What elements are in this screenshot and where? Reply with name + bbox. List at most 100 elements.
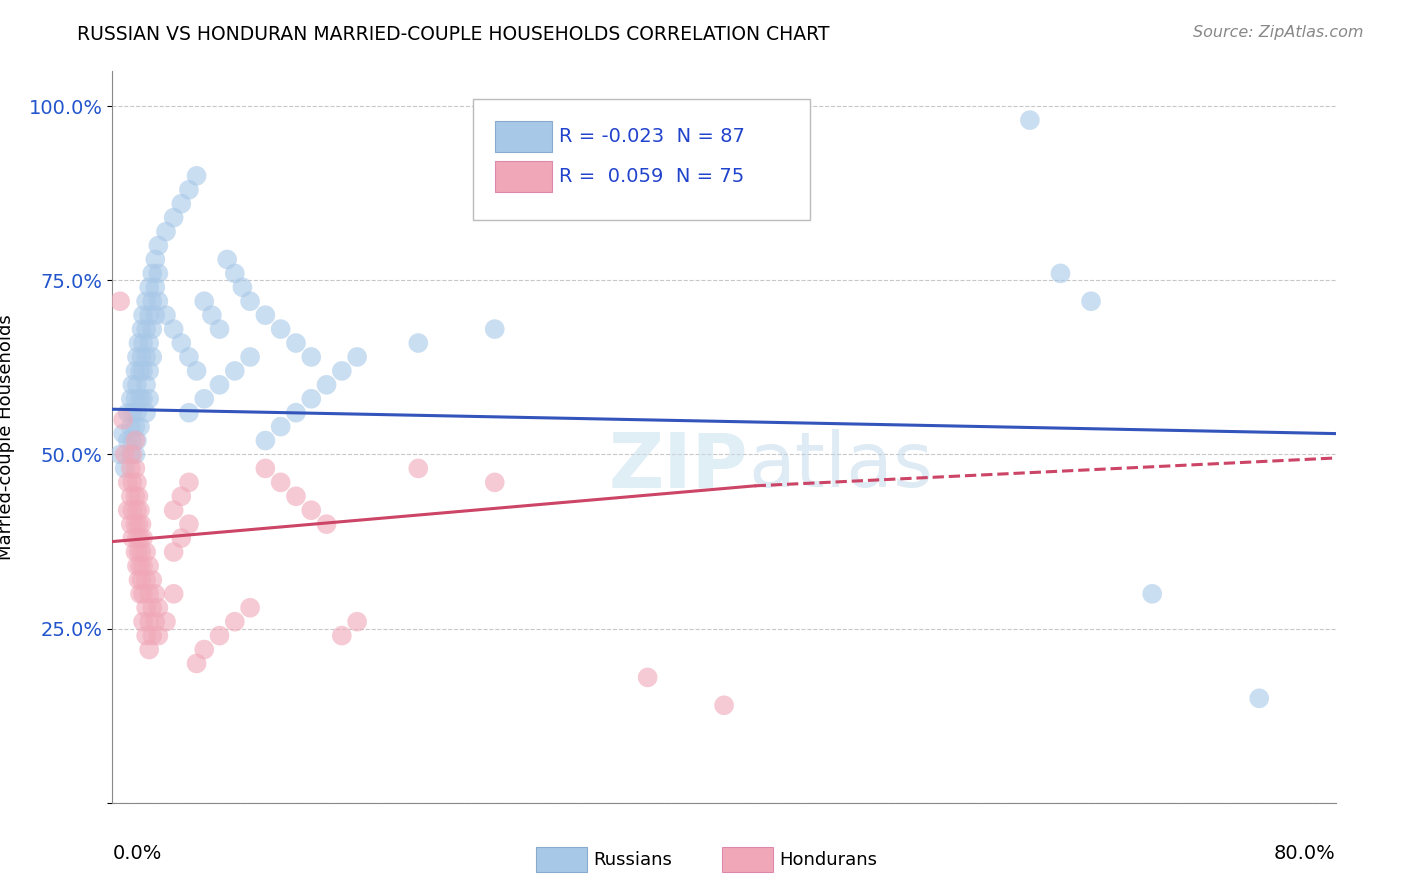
Point <box>138 364 160 378</box>
Point <box>125 503 148 517</box>
Point <box>129 558 152 573</box>
Point <box>138 615 160 629</box>
Text: atlas: atlas <box>748 429 934 503</box>
Point <box>270 475 292 490</box>
Point <box>120 489 142 503</box>
Point <box>135 573 157 587</box>
Point <box>129 419 152 434</box>
Point <box>129 392 152 406</box>
Point <box>132 615 155 629</box>
Point <box>125 558 148 573</box>
Point <box>125 531 148 545</box>
Point <box>132 308 155 322</box>
Point <box>112 426 135 441</box>
Point <box>408 336 430 351</box>
Point <box>141 573 163 587</box>
Text: 0.0%: 0.0% <box>112 845 162 863</box>
Point <box>132 364 155 378</box>
Point <box>239 350 262 364</box>
Point <box>155 225 177 239</box>
Point <box>163 587 186 601</box>
Point <box>193 392 215 406</box>
Point <box>121 434 143 448</box>
Point <box>1049 266 1071 280</box>
Point <box>131 322 153 336</box>
Point <box>186 169 208 183</box>
Point <box>141 600 163 615</box>
Point <box>117 475 139 490</box>
Point <box>124 489 146 503</box>
Point <box>120 392 142 406</box>
Point <box>127 336 149 351</box>
Point <box>124 434 146 448</box>
Point <box>163 211 186 225</box>
Point <box>117 503 139 517</box>
Point <box>132 392 155 406</box>
Point <box>120 461 142 475</box>
Point <box>124 392 146 406</box>
Point <box>120 448 142 462</box>
Point <box>330 629 353 643</box>
Point <box>138 642 160 657</box>
Point <box>148 266 170 280</box>
Point <box>120 419 142 434</box>
Point <box>163 545 186 559</box>
Point <box>135 600 157 615</box>
Point <box>254 434 277 448</box>
Point <box>124 448 146 462</box>
Point <box>299 392 322 406</box>
Text: 80.0%: 80.0% <box>1274 845 1336 863</box>
Point <box>138 308 160 322</box>
Point <box>125 475 148 490</box>
Point <box>170 196 193 211</box>
FancyBboxPatch shape <box>721 847 773 872</box>
Point <box>132 531 155 545</box>
Point <box>163 503 186 517</box>
Point <box>124 545 146 559</box>
Point <box>135 377 157 392</box>
FancyBboxPatch shape <box>536 847 588 872</box>
Point <box>170 489 193 503</box>
Point <box>186 657 208 671</box>
Point <box>148 238 170 252</box>
Point <box>170 336 193 351</box>
Point <box>114 448 136 462</box>
Point <box>135 294 157 309</box>
Point <box>254 461 277 475</box>
Point <box>132 558 155 573</box>
Point <box>224 266 246 280</box>
Point <box>121 475 143 490</box>
Text: ZIP: ZIP <box>609 429 748 503</box>
Point <box>231 280 253 294</box>
Point <box>135 322 157 336</box>
Point <box>120 517 142 532</box>
Point <box>129 364 152 378</box>
Point <box>124 419 146 434</box>
Point <box>138 336 160 351</box>
Point <box>346 350 368 364</box>
Point <box>484 475 506 490</box>
Point <box>117 434 139 448</box>
Point <box>121 448 143 462</box>
Point <box>177 517 200 532</box>
Point <box>143 615 166 629</box>
Point <box>239 294 262 309</box>
Point <box>155 615 177 629</box>
Point <box>108 294 131 309</box>
Point <box>125 350 148 364</box>
Point <box>713 698 735 713</box>
Point <box>315 377 337 392</box>
Point <box>125 377 148 392</box>
Text: R = -0.023  N = 87: R = -0.023 N = 87 <box>560 127 745 146</box>
Point <box>141 294 163 309</box>
Point <box>138 587 160 601</box>
Point <box>208 377 231 392</box>
Point <box>299 350 322 364</box>
Point <box>135 545 157 559</box>
Point <box>127 545 149 559</box>
Point <box>224 364 246 378</box>
Point <box>148 294 170 309</box>
Point <box>138 280 160 294</box>
Point <box>135 629 157 643</box>
Text: Russians: Russians <box>593 851 672 869</box>
